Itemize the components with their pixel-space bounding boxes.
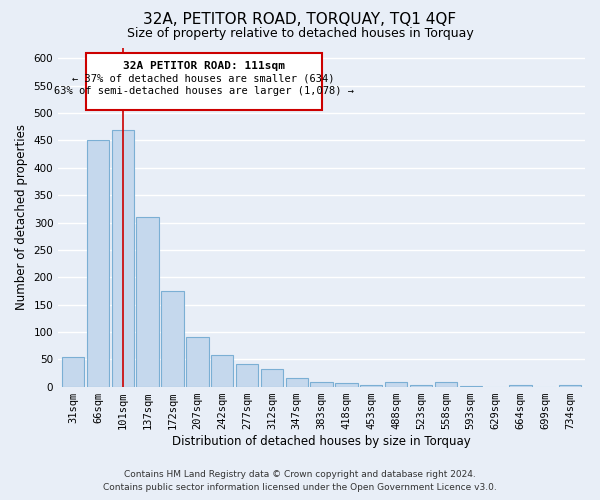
Bar (260, 369, 283, 386)
Text: Size of property relative to detached houses in Torquay: Size of property relative to detached ho… (127, 28, 473, 40)
Bar (509, 385, 532, 386)
Bar (236, 364, 258, 386)
Y-axis label: Number of detached properties: Number of detached properties (15, 124, 28, 310)
Bar (335, 384, 358, 386)
Bar (211, 355, 233, 386)
Bar (161, 291, 184, 386)
FancyBboxPatch shape (86, 53, 322, 110)
Text: 32A PETITOR ROAD: 111sqm: 32A PETITOR ROAD: 111sqm (122, 61, 284, 71)
Bar (434, 382, 457, 386)
Bar (186, 338, 209, 386)
Bar (286, 378, 308, 386)
Text: 32A, PETITOR ROAD, TORQUAY, TQ1 4QF: 32A, PETITOR ROAD, TORQUAY, TQ1 4QF (143, 12, 457, 28)
Bar (385, 382, 407, 386)
Bar (87, 140, 109, 386)
Text: Contains HM Land Registry data © Crown copyright and database right 2024.
Contai: Contains HM Land Registry data © Crown c… (103, 470, 497, 492)
Text: 63% of semi-detached houses are larger (1,078) →: 63% of semi-detached houses are larger (… (53, 86, 353, 96)
Bar (136, 217, 159, 386)
Bar (112, 130, 134, 386)
X-axis label: Distribution of detached houses by size in Torquay: Distribution of detached houses by size … (172, 434, 471, 448)
Bar (310, 382, 333, 386)
Text: ← 37% of detached houses are smaller (634): ← 37% of detached houses are smaller (63… (72, 74, 335, 84)
Bar (62, 356, 84, 386)
